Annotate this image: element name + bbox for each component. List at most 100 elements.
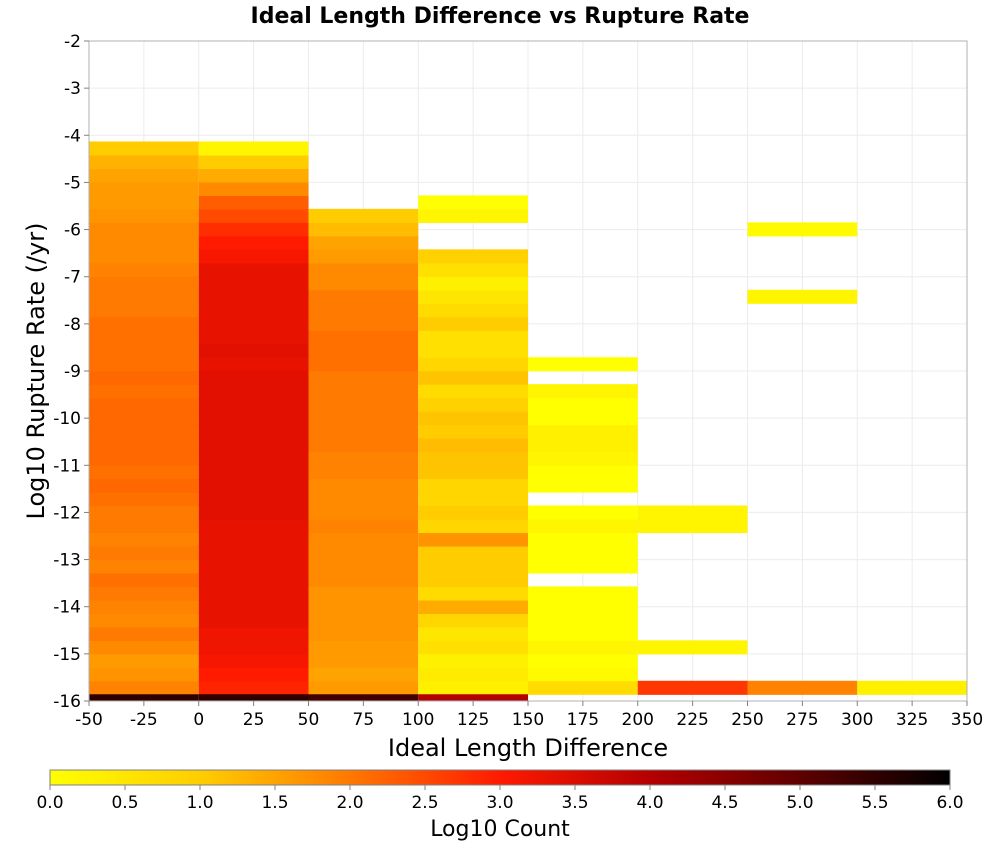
heatmap-cell xyxy=(198,249,309,264)
heatmap-cell xyxy=(308,208,419,223)
heatmap-cell xyxy=(528,518,638,534)
heatmap-cell xyxy=(528,451,638,466)
heatmap-cell xyxy=(198,599,309,614)
heatmap-cell xyxy=(89,438,199,453)
heatmap-cell xyxy=(308,626,419,641)
x-axis-ticks: -50 -25 0 25 50 75 100 125 150 175 200 225 250 275 300… xyxy=(75,701,983,730)
y-axis-label: Log10 Rupture Rate (/yr) xyxy=(22,223,50,520)
heatmap-cell xyxy=(89,653,199,668)
heatmap-cell xyxy=(418,397,528,412)
heatmap-cell xyxy=(89,208,199,223)
colorbar-tick-label: 3.5 xyxy=(561,793,588,813)
colorbar-tick-label: 0.0 xyxy=(36,793,63,813)
x-tick-label: 100 xyxy=(402,710,434,730)
heatmap-cell xyxy=(89,411,199,426)
x-tick-label: 25 xyxy=(243,710,265,730)
x-tick-label: 125 xyxy=(457,710,489,730)
x-tick-label: 200 xyxy=(622,710,654,730)
y-tick-label: -2 xyxy=(64,32,81,52)
heatmap-cell xyxy=(89,168,199,183)
heatmap-cell xyxy=(418,586,528,601)
x-axis-label: Ideal Length Difference xyxy=(388,734,668,762)
heatmap-cell xyxy=(89,303,199,318)
heatmap-cell-bottom xyxy=(198,694,309,701)
y-tick-label: -8 xyxy=(64,315,81,335)
heatmap-cell xyxy=(198,532,309,547)
colorbar-tick-label: 1.0 xyxy=(186,793,213,813)
y-tick-label: -10 xyxy=(53,409,81,429)
heatmap-cell xyxy=(528,411,638,426)
heatmap-cell xyxy=(89,330,199,345)
heatmap-cell xyxy=(89,249,199,264)
heatmap-cell xyxy=(528,653,638,668)
heatmap-cell xyxy=(528,532,638,547)
x-tick-label: 350 xyxy=(951,710,983,730)
heatmap-cell xyxy=(89,451,199,466)
heatmap-cell xyxy=(637,680,748,695)
heatmap-cell xyxy=(418,518,528,534)
heatmap-cell xyxy=(198,680,309,695)
heatmap-cell xyxy=(89,141,199,156)
heatmap-cell xyxy=(89,384,199,399)
heatmap-cell xyxy=(418,249,528,264)
heatmap-cell xyxy=(89,154,199,170)
heatmap-cell xyxy=(89,518,199,534)
heatmap-cell xyxy=(89,532,199,547)
colorbar-tick-label: 1.5 xyxy=(261,793,288,813)
heatmap-cell xyxy=(418,384,528,399)
heatmap-cell xyxy=(308,586,419,601)
heatmap-cell xyxy=(89,599,199,614)
heatmap-cell xyxy=(198,181,309,196)
heatmap-cell xyxy=(308,667,419,682)
x-tick-label: 75 xyxy=(353,710,375,730)
heatmap-cell xyxy=(308,505,419,520)
heatmap-cell xyxy=(198,559,309,574)
heatmap-cell xyxy=(89,262,199,277)
heatmap-cell xyxy=(308,532,419,547)
y-tick-label: -7 xyxy=(64,268,81,288)
x-tick-label: 325 xyxy=(896,710,928,730)
heatmap-cell xyxy=(308,640,419,655)
heatmap-cell xyxy=(418,465,528,480)
x-tick-label: 150 xyxy=(512,710,544,730)
heatmap-cell xyxy=(528,424,638,439)
y-tick-label: -15 xyxy=(53,645,81,665)
x-tick-label: 175 xyxy=(567,710,599,730)
x-tick-label: 225 xyxy=(676,710,708,730)
heatmap-cell xyxy=(89,572,199,587)
heatmap-cell xyxy=(747,289,858,304)
heatmap-cell xyxy=(637,518,748,534)
heatmap-cell xyxy=(89,289,199,304)
heatmap-cell xyxy=(308,235,419,250)
heatmap-cell xyxy=(418,195,528,210)
heatmap-cell xyxy=(198,289,309,304)
heatmap-cell xyxy=(528,599,638,614)
heatmap-cell xyxy=(528,505,638,520)
heatmap-cell xyxy=(198,154,309,170)
heatmap-cell xyxy=(198,316,309,331)
heatmap-cell xyxy=(418,599,528,614)
heatmap-cell xyxy=(308,303,419,318)
heatmap-cell xyxy=(308,397,419,412)
x-tick-label: 50 xyxy=(298,710,320,730)
heatmap-cell xyxy=(418,411,528,426)
heatmap-cell xyxy=(198,626,309,641)
heatmap-cell xyxy=(637,505,748,520)
heatmap-cell xyxy=(308,384,419,399)
heatmap-cell xyxy=(528,667,638,682)
heatmap-cell xyxy=(418,343,528,358)
colorbar-tick-label: 2.5 xyxy=(411,793,438,813)
heatmap-cell xyxy=(418,626,528,641)
heatmap-cell xyxy=(528,613,638,628)
chart-title: Ideal Length Difference vs Rupture Rate xyxy=(251,4,750,29)
heatmap-cell xyxy=(418,559,528,574)
heatmap-cell xyxy=(198,545,309,561)
x-tick-label: 275 xyxy=(786,710,818,730)
heatmap-cell xyxy=(418,289,528,304)
heatmap-cell xyxy=(528,357,638,372)
heatmap-cell xyxy=(308,357,419,372)
heatmap-cell xyxy=(308,559,419,574)
colorbar-tick-label: 6.0 xyxy=(936,793,963,813)
heatmap-cell xyxy=(528,465,638,480)
heatmap-cell xyxy=(528,438,638,453)
